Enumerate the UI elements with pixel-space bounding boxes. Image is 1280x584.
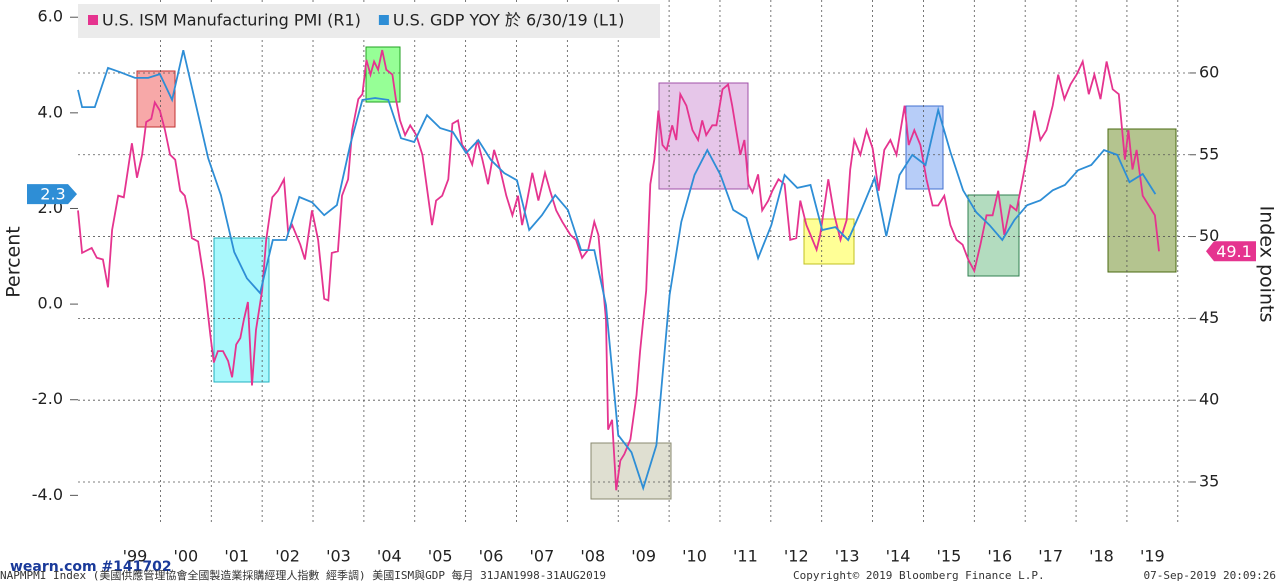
x-tick-label: '07 <box>530 547 555 566</box>
x-tick-label: '09 <box>631 547 656 566</box>
last-value-badge: 49.1 <box>1206 241 1256 262</box>
y2-tick-label: 40 <box>1199 390 1219 409</box>
footer-timestamp: 07-Sep-2019 20:09:26 <box>1144 569 1276 582</box>
series-line <box>77 49 1157 492</box>
footer-source: NAPMPMI Index (美國供應管理協會全國製造業採購經理人指數 經季調)… <box>0 568 606 582</box>
x-tick-label: '13 <box>835 547 860 566</box>
x-tick-label: '17 <box>1038 547 1063 566</box>
legend-label: U.S. ISM Manufacturing PMI (R1) <box>102 11 361 30</box>
x-tick-label: '02 <box>275 547 300 566</box>
y2-axis-title: Index points <box>1256 206 1278 323</box>
x-tick-label: '04 <box>377 547 402 566</box>
x-tick-label: '19 <box>1140 547 1165 566</box>
footer-copyright: Copyright© 2019 Bloomberg Finance L.P. <box>793 569 1045 582</box>
y2-tick-label: 35 <box>1199 471 1219 490</box>
x-tick-label: '99 <box>123 547 148 566</box>
x-tick-label: '03 <box>326 547 351 566</box>
x-tick-label: '11 <box>733 547 758 566</box>
x-tick-label: '10 <box>682 547 707 566</box>
highlight-boxes <box>136 46 1177 500</box>
highlight-box <box>803 218 855 265</box>
x-tick-label: '18 <box>1089 547 1114 566</box>
highlight-box <box>1107 128 1177 273</box>
x-tick-label: '16 <box>987 547 1012 566</box>
highlight-box <box>213 237 270 383</box>
highlight-box <box>136 70 176 128</box>
last-value-badge: 2.3 <box>27 184 77 205</box>
y-axis-title: Percent <box>3 226 25 298</box>
y2-tick-label: 55 <box>1199 144 1219 163</box>
series-line <box>77 49 1160 491</box>
highlight-box <box>658 82 749 190</box>
badge-label: 49.1 <box>1216 242 1252 261</box>
y2-tick-label: 50 <box>1199 226 1219 245</box>
badge-shape <box>1206 241 1256 262</box>
badge-shape <box>27 184 77 205</box>
y-tick-label: 0.0 <box>38 294 63 313</box>
x-tick-label: '05 <box>428 547 453 566</box>
x-tick-label: '15 <box>936 547 961 566</box>
y-tick-label: 4.0 <box>38 102 63 121</box>
x-tick-label: '08 <box>580 547 605 566</box>
x-tick-label: '00 <box>173 547 198 566</box>
badge-label: 2.3 <box>40 185 65 204</box>
y2-tick-label: 45 <box>1199 308 1219 327</box>
x-tick-label: '06 <box>479 547 504 566</box>
legend-background <box>78 4 660 38</box>
legend-swatch <box>378 15 389 25</box>
legend-swatch <box>88 15 98 25</box>
legend: U.S. ISM Manufacturing PMI (R1) U.S. GDP … <box>78 4 660 38</box>
x-tick-label: '01 <box>224 547 249 566</box>
x-tick-label: '14 <box>886 547 911 566</box>
watermark: wearn.com #141702 <box>10 559 172 575</box>
highlight-box <box>905 105 944 190</box>
y-tick-label: -2.0 <box>32 389 63 408</box>
y-tick-label: -4.0 <box>32 485 63 504</box>
x-tick-label: '12 <box>784 547 809 566</box>
y2-tick-label: 60 <box>1199 62 1219 81</box>
legend-label: U.S. GDP YOY 於 6/30/19 (L1) <box>393 11 625 30</box>
y-tick-label: 6.0 <box>38 7 63 26</box>
